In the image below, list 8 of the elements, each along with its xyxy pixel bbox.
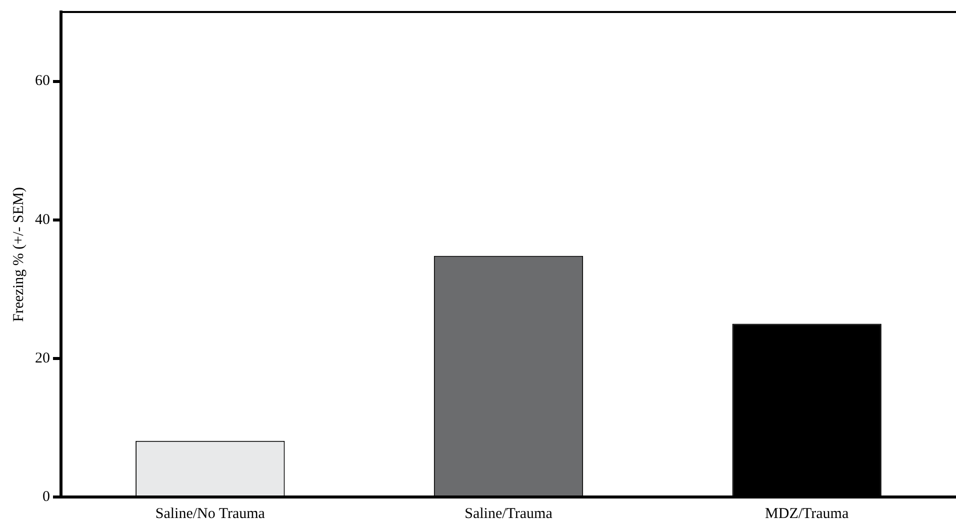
- y-tick-label: 20: [35, 350, 50, 366]
- y-tick-label: 60: [35, 73, 50, 90]
- y-tick-label: 0: [42, 488, 50, 505]
- y-axis-title: Freezing % (+/- SEM): [10, 187, 27, 322]
- x-tick-label: Saline/No Trauma: [155, 506, 266, 522]
- x-tick-label: Saline/Trauma: [464, 506, 553, 522]
- y-tick-label: 40: [35, 212, 50, 228]
- x-tick-label: MDZ/Trauma: [765, 506, 849, 522]
